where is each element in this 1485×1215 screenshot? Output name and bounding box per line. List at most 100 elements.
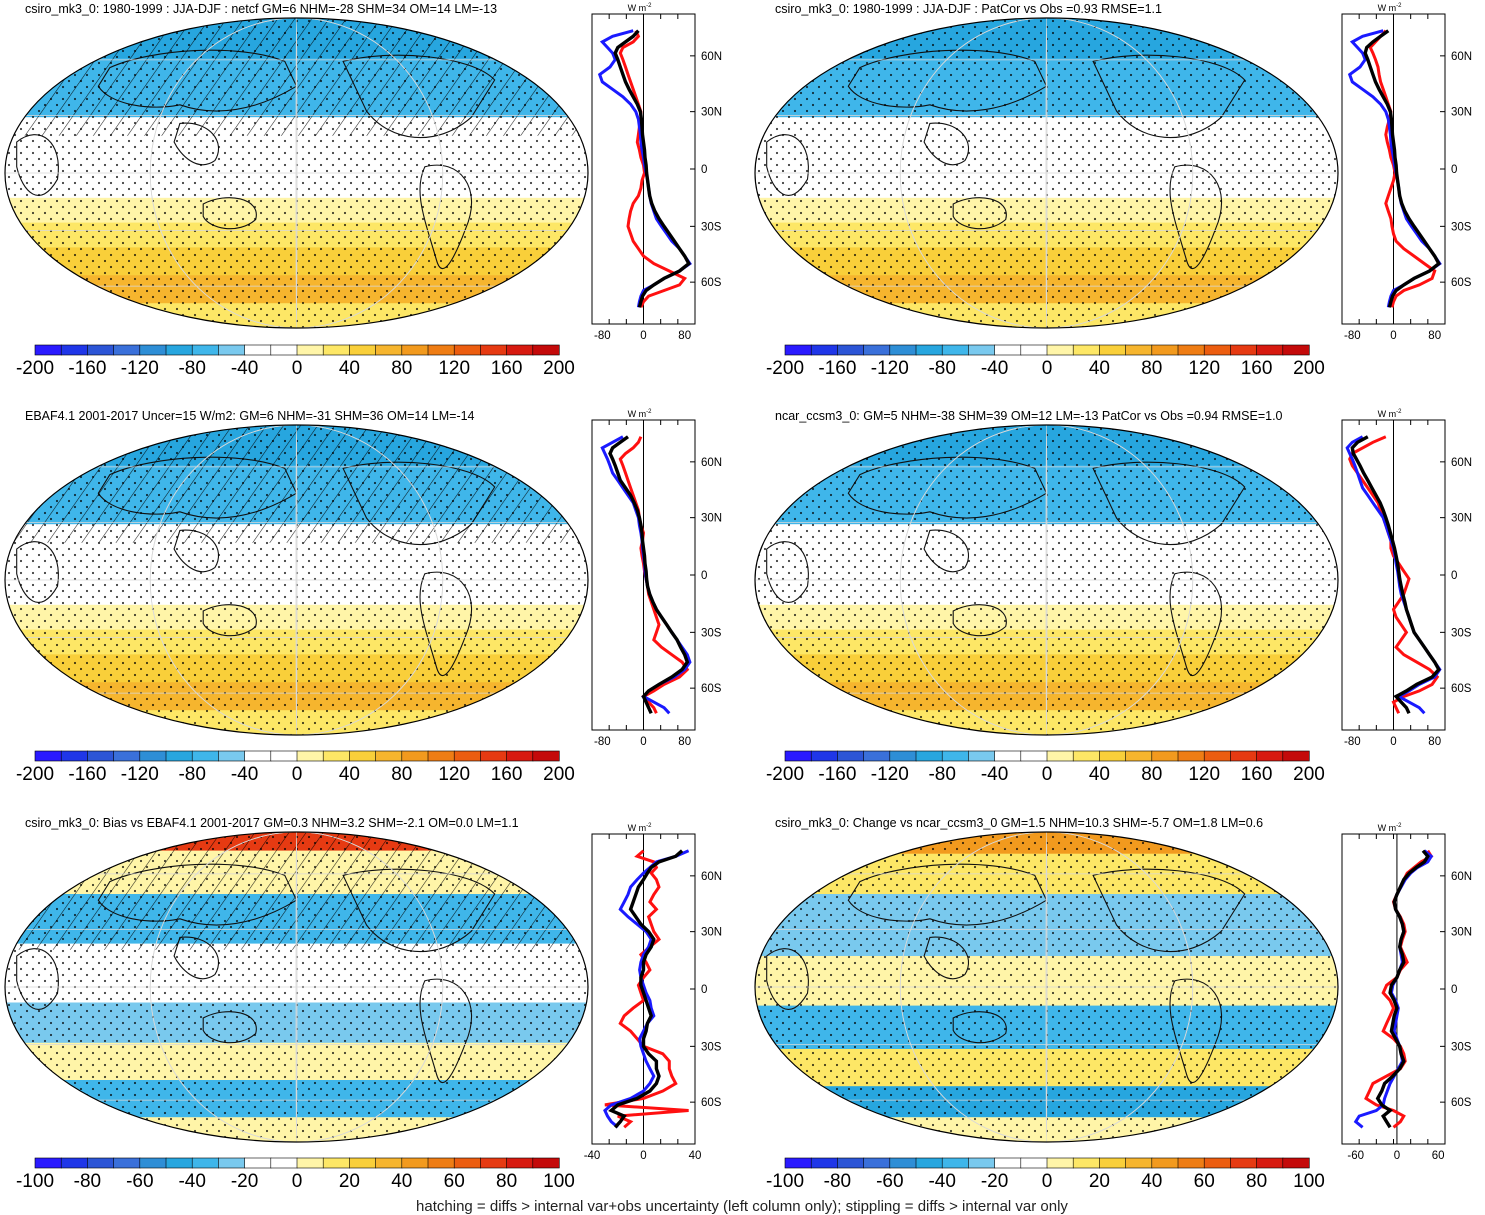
colorbar-swatch xyxy=(453,750,482,762)
colorbar-label: -40 xyxy=(981,358,1008,379)
x-tick-label: 0 xyxy=(640,736,646,748)
colorbar-swatch xyxy=(87,344,115,356)
colorbar-label: -80 xyxy=(74,1171,101,1192)
x-tick-label: -80 xyxy=(594,736,611,748)
colorbar-label: -120 xyxy=(121,764,159,785)
colorbar-swatch xyxy=(60,1157,89,1169)
colorbar-swatch xyxy=(87,1157,115,1169)
lat-tick-label: 60N xyxy=(701,457,722,469)
black-series-line xyxy=(1375,849,1430,1129)
x-tick-label: 0 xyxy=(640,1150,646,1162)
colorbar-label: 0 xyxy=(1042,764,1053,785)
colorbar-label: 200 xyxy=(543,764,575,785)
unit-exponent: -2 xyxy=(1396,3,1402,9)
lat-tick-label: 0 xyxy=(701,570,707,582)
colorbar-label: 160 xyxy=(1241,358,1273,379)
colorbar-swatch xyxy=(837,344,865,356)
colorbar-swatch xyxy=(296,344,324,356)
colorbar-swatch xyxy=(1203,1157,1231,1169)
colorbar-swatch xyxy=(1177,1157,1205,1169)
colorbar-label: -40 xyxy=(178,1171,205,1192)
colorbar-swatch xyxy=(1256,1157,1284,1169)
colorbar-label: 80 xyxy=(1246,1171,1267,1192)
colorbar-swatch xyxy=(322,750,351,762)
colorbar-swatch xyxy=(1072,1157,1100,1169)
colorbar-label: 120 xyxy=(1188,358,1220,379)
colorbar-swatch xyxy=(889,750,917,762)
colorbar-swatch xyxy=(139,344,167,356)
lat-tick-label: 30N xyxy=(701,513,722,525)
colorbar-swatch xyxy=(1203,344,1231,356)
colorbar-swatch xyxy=(1203,750,1231,762)
colorbar-label: -200 xyxy=(766,358,804,379)
colorbar-swatch xyxy=(322,1157,351,1169)
colorbar-label: 120 xyxy=(438,358,470,379)
colorbar-label: -160 xyxy=(68,358,106,379)
colorbar-label: -200 xyxy=(16,358,54,379)
graticule xyxy=(1045,18,1048,328)
colorbar-swatch xyxy=(1099,1157,1127,1169)
graticule xyxy=(295,18,298,328)
colorbar-swatch xyxy=(191,344,219,356)
unit-exponent: -2 xyxy=(646,823,652,829)
colorbar-swatch xyxy=(1151,1157,1179,1169)
colorbar-swatch xyxy=(349,344,377,356)
colorbar-swatch xyxy=(863,1157,891,1169)
world-map xyxy=(754,17,1339,329)
zonal-mean-plot: W m-2 60N 30N 0 30S 60S -80 0 80 xyxy=(591,3,722,342)
colorbar-label: 60 xyxy=(444,1171,465,1192)
colorbar-swatch xyxy=(915,1157,943,1169)
black-series-line xyxy=(613,29,691,308)
colorbar-swatch xyxy=(453,1157,482,1169)
zonal-mean-plot: W m-2 60N 30N 0 30S 60S -40 0 40 xyxy=(584,823,722,1162)
x-tick-label: 80 xyxy=(678,736,691,748)
colorbar-swatch xyxy=(837,1157,865,1169)
colorbar-swatch xyxy=(244,750,272,762)
colorbar-swatch xyxy=(968,750,996,762)
colorbar-swatch xyxy=(375,1157,403,1169)
colorbar-label: 200 xyxy=(1293,764,1325,785)
colorbar-swatch xyxy=(1020,1157,1048,1169)
colorbar-label: -80 xyxy=(928,358,955,379)
colorbar-swatch xyxy=(1072,344,1100,356)
colorbar-swatch xyxy=(480,1157,508,1169)
graticule xyxy=(899,832,1194,1142)
colorbar-label: 160 xyxy=(1241,764,1273,785)
colorbar-swatch xyxy=(218,344,246,356)
colorbar-swatch xyxy=(1177,750,1205,762)
colorbar-swatch xyxy=(191,1157,219,1169)
colorbar-label: 200 xyxy=(543,358,575,379)
colorbar-label: -120 xyxy=(121,358,159,379)
colorbar-label: -20 xyxy=(231,1171,258,1192)
colorbar-swatch xyxy=(34,1157,62,1169)
unit-label: W m-2 xyxy=(628,409,652,419)
colorbar-swatch xyxy=(375,344,403,356)
colorbar-label: 100 xyxy=(543,1171,575,1192)
lat-tick-label: 30S xyxy=(701,221,722,233)
graticule xyxy=(149,18,444,328)
colorbar-swatch xyxy=(506,344,534,356)
x-tick-label: 0 xyxy=(1390,736,1396,748)
graticule xyxy=(1045,425,1048,735)
x-tick-label: -80 xyxy=(594,330,611,342)
colorbar-swatch xyxy=(915,344,943,356)
colorbar-swatch xyxy=(427,750,455,762)
lat-tick-label: 0 xyxy=(1451,984,1457,996)
colorbar-label: -160 xyxy=(68,764,106,785)
black-series-line xyxy=(1350,435,1441,715)
colorbar-label: 40 xyxy=(1089,358,1110,379)
colorbar-swatch xyxy=(322,344,351,356)
colorbar-swatch xyxy=(1177,344,1205,356)
colorbar-swatch xyxy=(968,344,996,356)
colorbar-label: 60 xyxy=(1194,1171,1215,1192)
colorbar-swatch xyxy=(165,750,193,762)
colorbar-label: -200 xyxy=(16,764,54,785)
colorbar-swatch xyxy=(1046,344,1074,356)
colorbar-swatch xyxy=(784,344,812,356)
colorbar-label: -100 xyxy=(766,1171,804,1192)
world-map xyxy=(4,17,589,329)
graticule xyxy=(149,425,444,735)
map-border xyxy=(4,831,589,1143)
lat-tick-label: 0 xyxy=(701,984,707,996)
colorbar-swatch xyxy=(270,344,298,356)
